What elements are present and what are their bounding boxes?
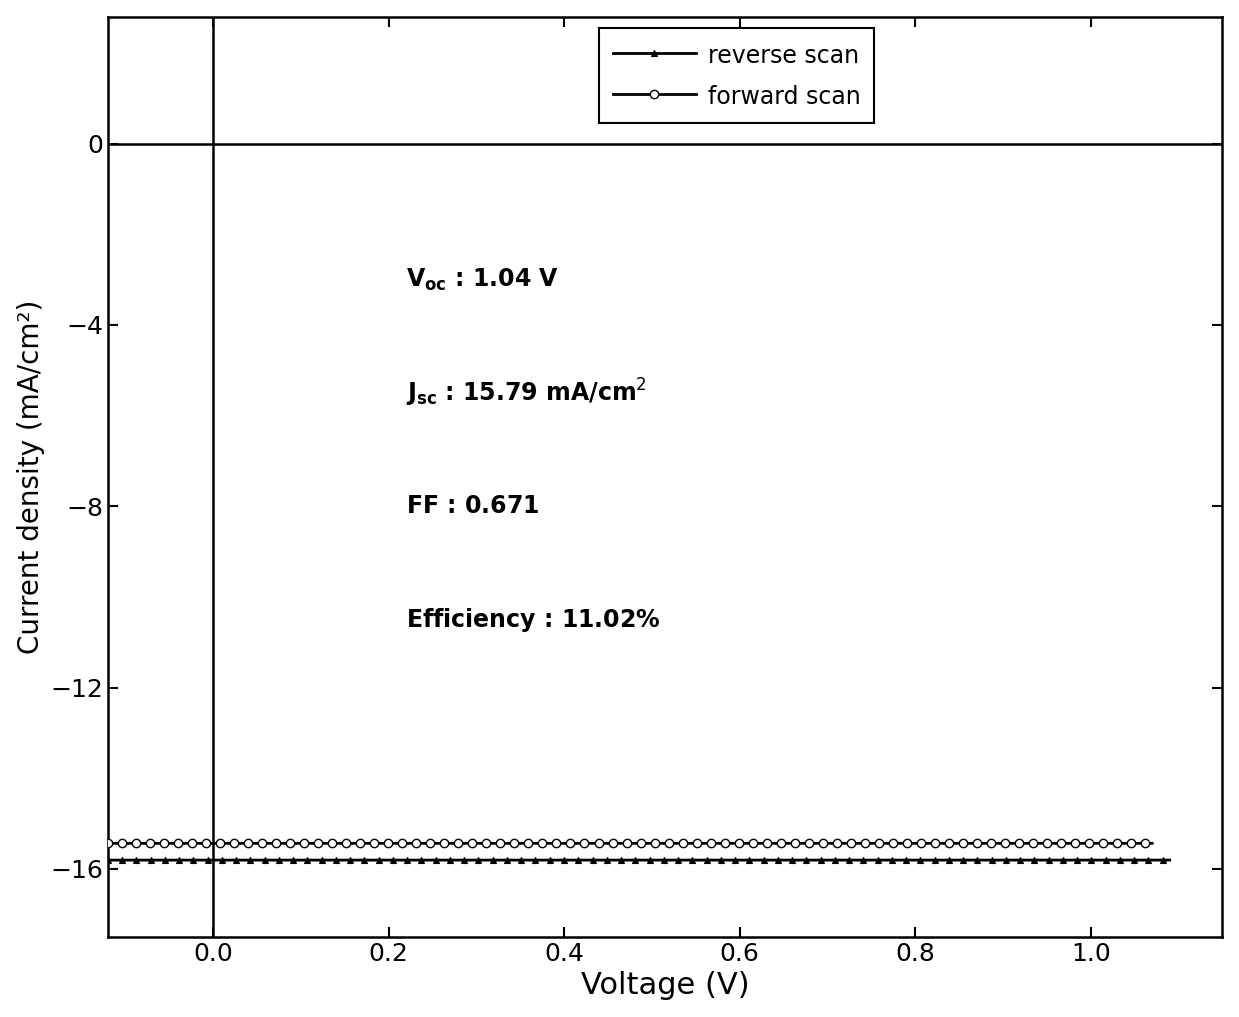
Text: $\mathbf{FF}$ : 0.671: $\mathbf{FF}$ : 0.671: [406, 494, 539, 519]
Line: forward scan: forward scan: [104, 839, 1156, 847]
forward scan: [963, 837, 978, 849]
reverse scan: [520, 854, 535, 866]
forward scan: [514, 837, 529, 849]
reverse scan: [100, 854, 115, 866]
reverse scan: [835, 854, 850, 866]
reverse scan: [657, 854, 672, 866]
reverse scan: [1162, 854, 1177, 866]
reverse scan: [450, 854, 465, 866]
Text: $\mathbf{J_{sc}}$ : 15.79 mA/cm$^2$: $\mathbf{J_{sc}}$ : 15.79 mA/cm$^2$: [406, 377, 647, 409]
forward scan: [689, 837, 704, 849]
Line: reverse scan: reverse scan: [104, 856, 1173, 863]
reverse scan: [978, 854, 992, 866]
Y-axis label: Current density (mA/cm²): Current density (mA/cm²): [16, 300, 45, 654]
forward scan: [1145, 837, 1160, 849]
forward scan: [647, 837, 662, 849]
forward scan: [100, 837, 115, 849]
X-axis label: Voltage (V): Voltage (V): [581, 971, 750, 1001]
Legend: reverse scan, forward scan: reverse scan, forward scan: [598, 28, 875, 123]
forward scan: [823, 837, 838, 849]
Text: $\mathbf{Efficiency}$ : 11.02%: $\mathbf{Efficiency}$ : 11.02%: [406, 605, 660, 634]
Text: $\mathbf{V_{oc}}$ : 1.04 V: $\mathbf{V_{oc}}$ : 1.04 V: [406, 266, 559, 293]
reverse scan: [699, 854, 714, 866]
forward scan: [444, 837, 458, 849]
